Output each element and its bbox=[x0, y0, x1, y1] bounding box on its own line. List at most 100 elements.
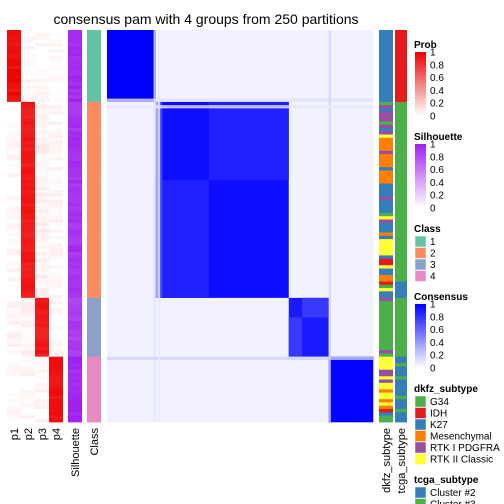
prob-cell bbox=[21, 203, 35, 207]
class-cell bbox=[87, 239, 101, 243]
class-cell bbox=[87, 330, 101, 335]
prob-cell bbox=[35, 111, 49, 116]
prob-cell bbox=[35, 101, 49, 106]
tcga-subtype-cell bbox=[395, 219, 407, 224]
prob-cell bbox=[49, 203, 63, 207]
silhouette-cell bbox=[68, 186, 82, 191]
dkfz-subtype-cell bbox=[379, 395, 393, 400]
tcga-subtype-cell bbox=[395, 167, 407, 171]
prob-cell bbox=[49, 150, 63, 155]
class-cell bbox=[87, 356, 101, 361]
prob-cell bbox=[7, 167, 21, 171]
prob-cell bbox=[21, 343, 35, 348]
prob-cell bbox=[35, 412, 49, 416]
tcga-subtype-cell bbox=[395, 376, 407, 380]
prob-cell bbox=[35, 258, 49, 263]
dkfz-subtype-cell bbox=[379, 284, 393, 289]
tcga-subtype-cell bbox=[395, 150, 407, 155]
class-cell bbox=[87, 203, 101, 207]
prob-cell bbox=[35, 43, 49, 47]
class-cell bbox=[87, 75, 101, 80]
prob-cell bbox=[35, 317, 49, 322]
prob-cell bbox=[7, 278, 21, 282]
prob-cell bbox=[21, 415, 35, 420]
prob-cell bbox=[21, 190, 35, 194]
prob-cell bbox=[21, 337, 35, 341]
legend-label: RTK I PDGFRA bbox=[430, 443, 500, 454]
prob-cell bbox=[35, 186, 49, 191]
dkfz-subtype-cell bbox=[379, 33, 393, 37]
class-cell bbox=[87, 242, 101, 246]
prob-cell bbox=[35, 46, 49, 50]
prob-cell bbox=[49, 415, 63, 420]
prob-cell bbox=[49, 242, 63, 246]
prob-cell bbox=[49, 170, 63, 175]
left-annotation-columns bbox=[7, 30, 101, 423]
prob-cell bbox=[7, 141, 21, 145]
prob-cell bbox=[49, 36, 63, 41]
tcga-subtype-cell bbox=[395, 350, 407, 354]
dkfz-subtype-cell bbox=[379, 386, 393, 390]
silhouette-cell bbox=[68, 36, 82, 41]
silhouette-cell bbox=[68, 366, 82, 371]
class-cell bbox=[87, 137, 101, 142]
tcga-subtype-cell bbox=[395, 324, 407, 328]
silhouette-cell bbox=[68, 183, 82, 188]
prob-cell bbox=[7, 219, 21, 224]
prob-cell bbox=[35, 405, 49, 410]
silhouette-cell bbox=[68, 392, 82, 397]
prob-cell bbox=[35, 69, 49, 73]
class-cell bbox=[87, 141, 101, 145]
dkfz-subtype-cell bbox=[379, 79, 393, 83]
dkfz-subtype-cell bbox=[379, 226, 393, 230]
silhouette-cell bbox=[68, 284, 82, 289]
class-cell bbox=[87, 350, 101, 354]
prob-cell bbox=[49, 124, 63, 129]
prob-cell bbox=[21, 163, 35, 168]
prob-cell bbox=[21, 43, 35, 47]
prob-cell bbox=[7, 108, 21, 113]
prob-cell bbox=[49, 248, 63, 253]
silhouette-cell bbox=[68, 173, 82, 178]
tcga-subtype-cell bbox=[395, 389, 407, 393]
tcga-subtype-cell bbox=[395, 369, 407, 374]
consensus-block bbox=[107, 297, 157, 357]
prob-cell bbox=[49, 261, 63, 266]
dkfz-subtype-cell bbox=[379, 265, 393, 269]
prob-cell bbox=[49, 212, 63, 217]
prob-cell bbox=[7, 147, 21, 152]
legend-tick: 0.4 bbox=[430, 338, 444, 349]
silhouette-cell bbox=[68, 154, 82, 158]
tcga-subtype-cell bbox=[395, 310, 407, 315]
prob-cell bbox=[7, 111, 21, 116]
tcga-subtype-cell bbox=[395, 157, 407, 162]
tcga-subtype-cell bbox=[395, 134, 407, 139]
dkfz-subtype-cell bbox=[379, 199, 393, 204]
prob-cell bbox=[49, 366, 63, 371]
prob-cell bbox=[49, 72, 63, 77]
class-cell bbox=[87, 190, 101, 194]
class-cell bbox=[87, 186, 101, 191]
prob-cell bbox=[21, 39, 35, 44]
prob-cell bbox=[49, 235, 63, 240]
class-cell bbox=[87, 294, 101, 299]
tcga-subtype-cell bbox=[395, 177, 407, 181]
tcga-subtype-cell bbox=[395, 353, 407, 358]
prob-cell bbox=[35, 199, 49, 204]
prob-cell bbox=[35, 392, 49, 397]
prob-cell bbox=[21, 196, 35, 201]
dkfz-subtype-cell bbox=[379, 203, 393, 207]
legend-swatch bbox=[414, 441, 427, 454]
tcga-subtype-cell bbox=[395, 356, 407, 361]
silhouette-cell bbox=[68, 199, 82, 204]
class-cell bbox=[87, 131, 101, 135]
prob-cell bbox=[7, 232, 21, 237]
prob-cell bbox=[21, 147, 35, 152]
prob-cell bbox=[7, 356, 21, 361]
prob-cell bbox=[7, 337, 21, 341]
prob-cell bbox=[7, 418, 21, 423]
prob-cell bbox=[35, 147, 49, 152]
class-cell bbox=[87, 258, 101, 263]
tcga-subtype-cell bbox=[395, 190, 407, 194]
prob-cell bbox=[7, 245, 21, 250]
